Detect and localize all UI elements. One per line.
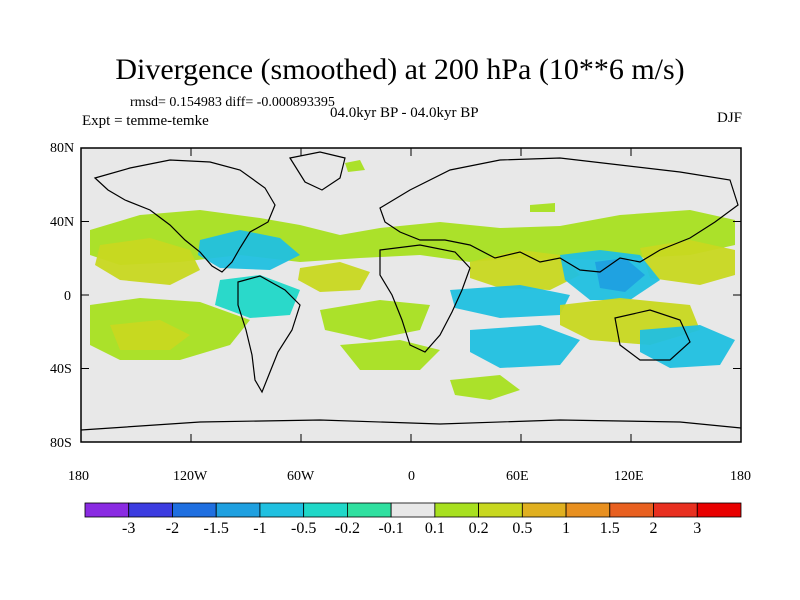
plot-title: Divergence (smoothed) at 200 hPa (10**6 … <box>115 53 685 86</box>
divergence-region <box>320 300 430 340</box>
colorbar-swatch <box>84 502 130 518</box>
divergence-region <box>640 240 735 285</box>
coastline <box>614 309 691 361</box>
colorbar-swatch <box>609 502 654 518</box>
lon-tick-label: 60W <box>287 469 315 484</box>
lat-tick-label: 0 <box>64 289 71 304</box>
lon-tick-label: 60E <box>506 469 529 484</box>
colorbar-swatch <box>565 502 611 518</box>
colorbar-label: -2 <box>165 520 180 537</box>
coastline <box>379 244 471 353</box>
lon-tick-label: 120E <box>614 469 644 484</box>
coastline <box>93 159 276 273</box>
colorbar-label: -0.2 <box>334 520 361 537</box>
colorbar-swatch <box>346 502 392 518</box>
divergence-region <box>450 375 520 400</box>
lon-tick-label: 180 <box>730 469 751 484</box>
divergence-region <box>450 285 570 318</box>
colorbar-swatch <box>521 502 567 518</box>
colorbar-swatch <box>303 502 348 518</box>
season-label: DJF <box>716 110 742 126</box>
divergence-region <box>640 325 735 368</box>
colorbar-label: -1.5 <box>203 520 229 537</box>
lat-tick-label: 80N <box>50 141 75 156</box>
coastline <box>237 275 301 394</box>
divergence-region <box>95 238 200 285</box>
lat-tick-label: 40N <box>50 215 75 230</box>
colorbar-label: -0.1 <box>378 520 404 537</box>
colorbar-label: 0.2 <box>468 520 489 537</box>
lat-tick-label: 40S <box>50 362 72 377</box>
divergence-region <box>470 325 580 368</box>
colorbar-label: 1.5 <box>599 520 620 537</box>
lon-tick-label: 180 <box>68 469 89 484</box>
colorbar-label: 3 <box>693 520 702 537</box>
lat-tick-label: 80S <box>50 436 72 451</box>
colorbar-swatch <box>128 502 173 518</box>
colorbar-swatch <box>696 502 742 518</box>
colorbar-swatch <box>434 502 480 518</box>
divergence-region <box>110 320 190 350</box>
divergence-region <box>215 275 300 318</box>
divergence-region <box>198 230 300 270</box>
lon-tick-label: 120W <box>173 469 208 484</box>
colorbar-label: 0.1 <box>424 520 445 537</box>
stats-text: rmsd= 0.154983 diff= -0.000893395 <box>130 95 335 110</box>
colorbar-swatch <box>215 502 261 518</box>
divergence-region <box>530 203 555 212</box>
experiment-label: Expt = temme-temke <box>82 113 209 129</box>
colorbar-swatch <box>478 502 523 518</box>
colorbar-label: 1 <box>562 520 571 537</box>
period-label: 04.0kyr BP - 04.0kyr BP <box>330 105 479 121</box>
coastline <box>379 157 739 273</box>
colorbar-label: -3 <box>122 520 136 537</box>
divergence-region <box>345 160 365 172</box>
colorbar-label: -1 <box>253 520 267 537</box>
colorbar-swatch <box>390 502 436 518</box>
colorbar-swatch <box>653 502 698 518</box>
coastline <box>289 151 346 191</box>
coastline <box>80 419 742 431</box>
colorbar-swatch <box>172 502 217 518</box>
colorbar-label: 2 <box>649 520 658 537</box>
colorbar-label: 0.5 <box>512 520 533 537</box>
lon-tick-label: 0 <box>408 469 415 484</box>
divergence-region <box>298 262 370 292</box>
colorbar-swatch <box>259 502 305 518</box>
colorbar-label: -0.5 <box>290 520 317 537</box>
